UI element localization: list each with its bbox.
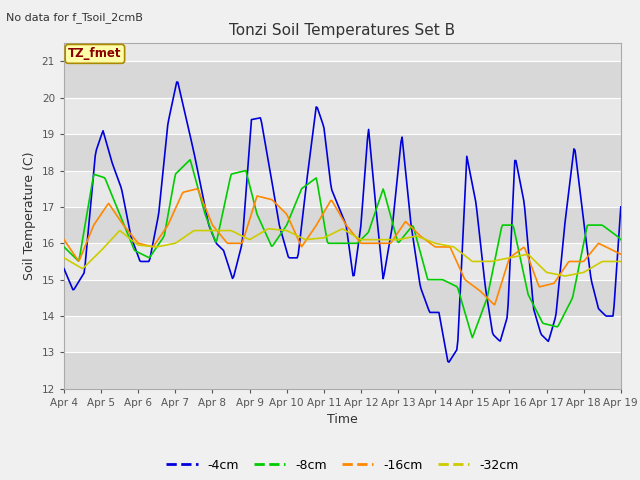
Bar — [64, 352, 621, 389]
Bar — [64, 316, 621, 352]
Bar — [64, 243, 621, 280]
Bar — [64, 98, 621, 134]
Y-axis label: Soil Temperature (C): Soil Temperature (C) — [23, 152, 36, 280]
Bar — [64, 61, 621, 98]
Bar — [64, 134, 621, 170]
X-axis label: Time: Time — [327, 413, 358, 426]
Legend: -4cm, -8cm, -16cm, -32cm: -4cm, -8cm, -16cm, -32cm — [161, 454, 524, 477]
Text: No data for f_Tsoil_2cmB: No data for f_Tsoil_2cmB — [6, 12, 143, 23]
Bar — [64, 170, 621, 207]
Bar — [64, 207, 621, 243]
Title: Tonzi Soil Temperatures Set B: Tonzi Soil Temperatures Set B — [229, 23, 456, 38]
Bar — [64, 280, 621, 316]
Text: TZ_fmet: TZ_fmet — [68, 48, 122, 60]
